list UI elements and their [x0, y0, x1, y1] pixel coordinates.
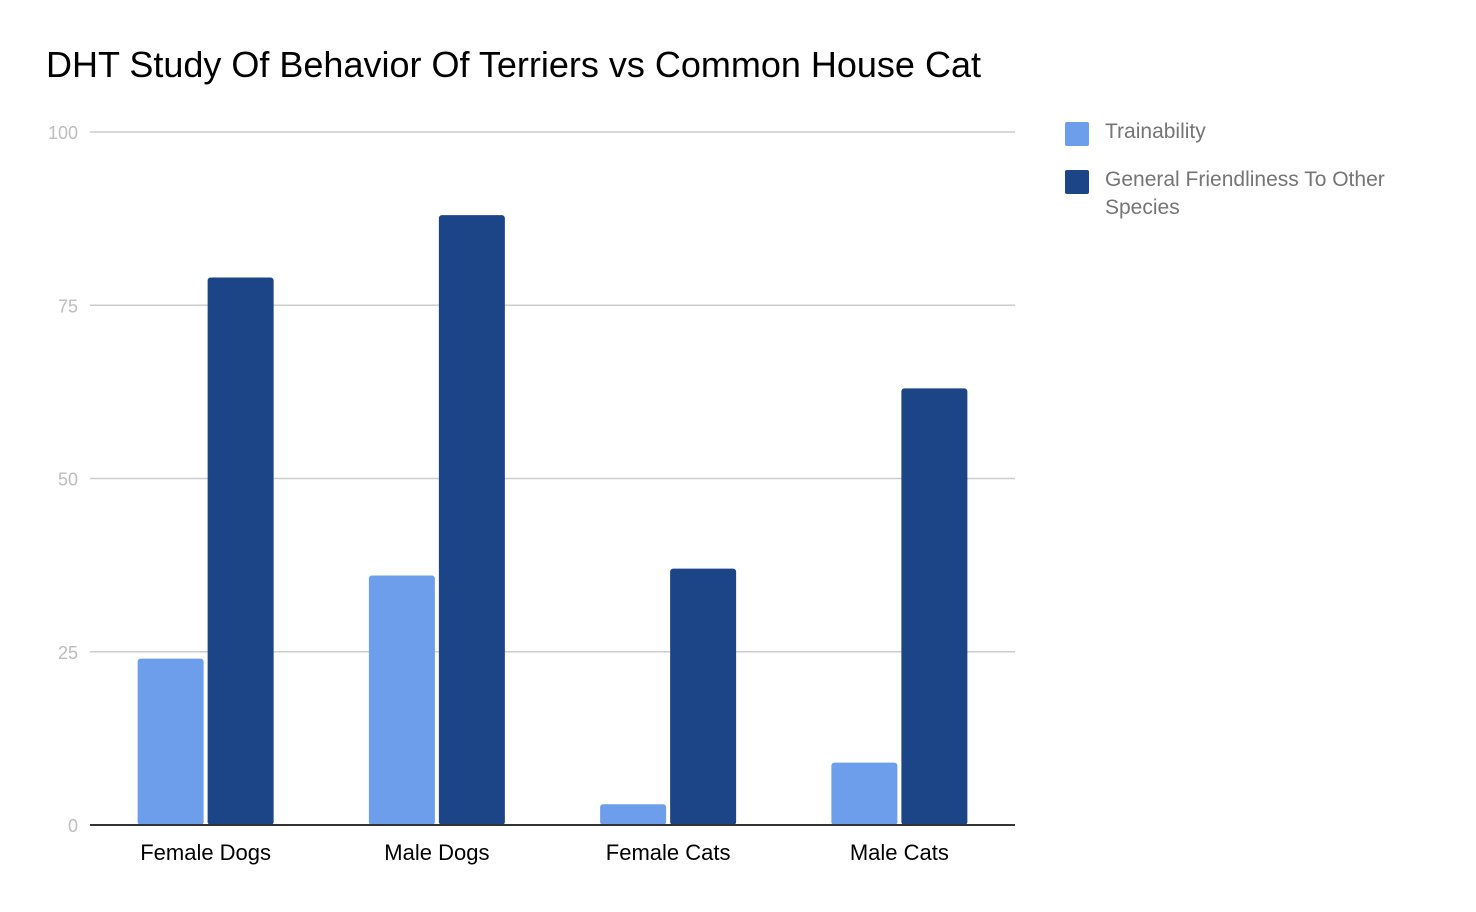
bar	[137, 658, 204, 825]
legend-swatch-trainability	[1065, 122, 1089, 146]
y-tick-label: 0	[68, 816, 78, 836]
legend-item-friendliness[interactable]: General Friendliness To Other Species	[1065, 166, 1425, 222]
bar	[901, 388, 968, 825]
y-tick-label: 50	[58, 470, 78, 490]
bar	[600, 804, 667, 825]
legend-label-friendliness: General Friendliness To Other Species	[1105, 168, 1385, 219]
bar	[207, 277, 274, 825]
legend-item-trainability[interactable]: Trainability	[1065, 118, 1425, 146]
bar	[670, 568, 737, 825]
chart-title: DHT Study Of Behavior Of Terriers vs Com…	[46, 44, 981, 85]
x-tick-label: Male Dogs	[384, 840, 489, 865]
y-tick-label: 25	[58, 643, 78, 663]
bar	[831, 762, 898, 825]
bar	[438, 215, 505, 825]
legend-swatch-friendliness	[1065, 170, 1089, 194]
x-tick-label: Male Cats	[850, 840, 949, 865]
bar	[368, 575, 435, 825]
y-tick-label: 100	[48, 123, 78, 143]
x-tick-label: Female Dogs	[140, 840, 271, 865]
chart-legend: Trainability General Friendliness To Oth…	[1065, 118, 1425, 242]
legend-label-trainability: Trainability	[1105, 120, 1206, 143]
x-tick-label: Female Cats	[606, 840, 731, 865]
y-tick-label: 75	[58, 296, 78, 316]
